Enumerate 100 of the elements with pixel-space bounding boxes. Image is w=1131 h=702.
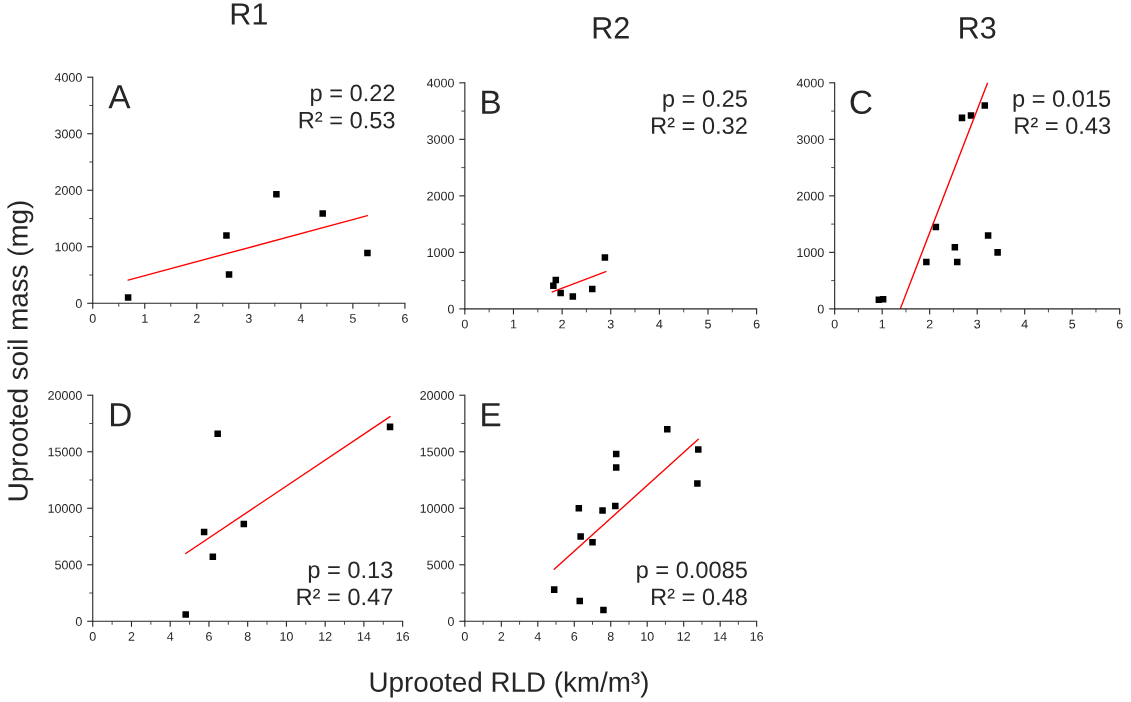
annotation: C (850, 90, 872, 115)
point (951, 244, 959, 251)
x-tick-label: 3 (245, 314, 252, 323)
point (612, 464, 620, 471)
y-tick-label: 3000 (796, 135, 824, 144)
chart-title: R1 (231, 3, 267, 25)
x-tick-label: 2 (193, 314, 200, 323)
x-tick-label: 5 (349, 314, 356, 323)
text: Uprooted soil mass (mg) (7, 201, 34, 501)
y-tick-label: 1000 (55, 242, 82, 252)
x-tick-label: 2 (498, 632, 505, 641)
x-tick-label: 4 (1021, 319, 1028, 329)
y-tick-label: 1000 (427, 248, 454, 258)
y-tick-label: 10000 (420, 504, 454, 513)
point (994, 249, 1001, 256)
point (214, 430, 221, 437)
y-tick-label: 2000 (797, 191, 824, 201)
annotation: R² = 0.48 (652, 588, 747, 606)
y-tick-label: 20000 (48, 391, 82, 400)
y-tick-label: 2000 (427, 191, 454, 201)
x-tick-label: 5 (705, 319, 711, 329)
point (577, 533, 584, 540)
point (879, 296, 887, 303)
y-tick-label: 0 (817, 304, 824, 314)
x-tick-label: 1 (879, 319, 886, 329)
chart-title: R2 (593, 17, 629, 39)
point (984, 232, 992, 239)
y-tick-label: 5000 (427, 560, 454, 570)
x-tick-label: 6 (402, 314, 408, 323)
point (575, 504, 583, 512)
y-tick-label: 3000 (427, 135, 454, 144)
x-tick-label: 4 (534, 632, 541, 641)
x-tick-label: 1 (142, 314, 148, 323)
y-tick-label: 20000 (420, 391, 454, 400)
annotation: D (110, 403, 131, 427)
point (223, 232, 230, 239)
x-tick-label: 16 (750, 632, 764, 641)
x-tick-label: 6 (1116, 319, 1123, 329)
x-tick-label: 4 (297, 314, 304, 323)
point (569, 293, 577, 300)
point (550, 282, 557, 289)
x-tick-label: 3 (974, 319, 981, 329)
annotation: p = 0.25 (663, 90, 747, 112)
x-tick-label: 0 (831, 319, 838, 329)
point (601, 254, 609, 261)
point (589, 285, 596, 293)
chart-title: R3 (960, 17, 996, 39)
annotation: B (482, 90, 500, 114)
x-tick-label: 14 (714, 632, 727, 641)
x-tick-label: 16 (396, 632, 410, 641)
point (694, 480, 701, 487)
x-tick-label: 5 (1069, 319, 1076, 329)
y-tick-label: 5000 (55, 560, 82, 570)
x-tick-label: 0 (89, 314, 96, 323)
x-tick-label: 12 (319, 632, 332, 641)
x-tick-label: 0 (461, 632, 468, 641)
x-tick-label: 1 (510, 319, 517, 329)
x-tick-label: 2 (926, 319, 933, 329)
x-tick-label: 12 (677, 632, 691, 641)
y-tick-label: 4000 (796, 78, 824, 88)
annotation: E (482, 403, 501, 427)
point (364, 249, 371, 257)
x-tick-label: 0 (461, 319, 468, 329)
x-tick-label: 6 (753, 319, 760, 329)
x-tick-label: 2 (128, 632, 135, 641)
point (599, 507, 606, 514)
annotation: p = 0.13 (308, 561, 393, 583)
x-tick-label: 10 (641, 632, 654, 641)
x-tick-label: 10 (280, 632, 293, 641)
y-tick-label: 0 (75, 617, 82, 626)
x-tick-label: 2 (559, 319, 565, 329)
point (923, 258, 930, 266)
point (576, 597, 583, 605)
point (612, 502, 619, 510)
x-tick-label: 0 (89, 632, 96, 641)
y-tick-label: 15000 (420, 447, 454, 457)
point (557, 289, 564, 297)
x-tick-label: 8 (607, 632, 614, 641)
y-tick-label: 10000 (48, 504, 82, 513)
annotation: p = 0.015 (1013, 90, 1111, 112)
x-tick-label: 6 (206, 632, 212, 641)
x-tick-label: 14 (357, 632, 371, 641)
point (273, 190, 280, 198)
annotation: p = 0.0085 (637, 561, 747, 583)
y-tick-label: 1000 (797, 248, 824, 258)
y-tick-label: 4000 (426, 78, 454, 88)
y-tick-label: 0 (447, 304, 454, 314)
x-tick-label: 4 (167, 632, 174, 641)
text: Uprooted RLD (km/m³) (370, 671, 648, 698)
point (664, 425, 671, 433)
y-tick-label: 0 (75, 299, 82, 308)
annotation: R² = 0.47 (297, 588, 393, 606)
x-tick-label: 6 (571, 632, 578, 641)
x-tick-label: 3 (607, 319, 614, 329)
point (319, 210, 326, 217)
annotation: R² = 0.43 (1015, 117, 1111, 135)
point (967, 112, 975, 119)
y-tick-label: 15000 (48, 447, 82, 457)
annotation: p = 0.22 (311, 84, 395, 107)
point (981, 102, 989, 109)
